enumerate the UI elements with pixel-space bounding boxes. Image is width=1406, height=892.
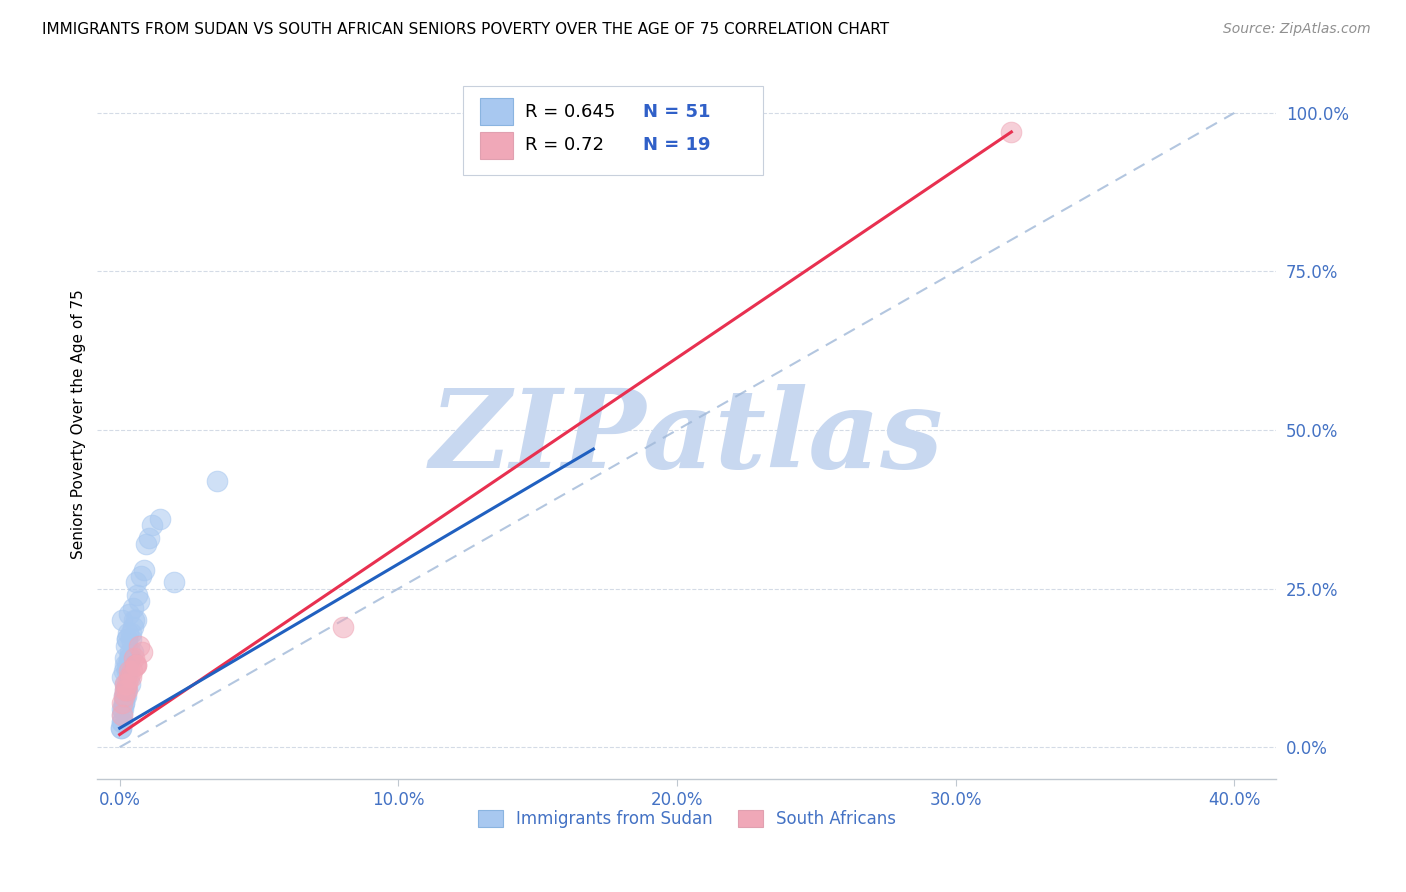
Point bbox=[120, 677, 142, 691]
Point bbox=[121, 664, 143, 678]
Point bbox=[110, 721, 132, 735]
Point bbox=[117, 657, 139, 672]
Point bbox=[122, 645, 145, 659]
Legend: Immigrants from Sudan, South Africans: Immigrants from Sudan, South Africans bbox=[471, 803, 903, 835]
Point bbox=[111, 613, 134, 627]
Point bbox=[122, 613, 145, 627]
Point bbox=[120, 645, 142, 659]
Bar bbox=[481, 98, 513, 126]
Y-axis label: Seniors Poverty Over the Age of 75: Seniors Poverty Over the Age of 75 bbox=[72, 289, 86, 558]
Point bbox=[111, 708, 134, 723]
Point bbox=[114, 651, 136, 665]
Text: N = 19: N = 19 bbox=[643, 136, 710, 154]
Text: IMMIGRANTS FROM SUDAN VS SOUTH AFRICAN SENIORS POVERTY OVER THE AGE OF 75 CORREL: IMMIGRANTS FROM SUDAN VS SOUTH AFRICAN S… bbox=[42, 22, 890, 37]
Point bbox=[125, 588, 148, 602]
Point bbox=[205, 474, 228, 488]
Point bbox=[134, 563, 156, 577]
Point bbox=[120, 632, 142, 647]
Point bbox=[122, 620, 145, 634]
Text: N = 51: N = 51 bbox=[643, 103, 710, 120]
Point bbox=[141, 518, 163, 533]
Text: R = 0.72: R = 0.72 bbox=[526, 136, 605, 154]
Point bbox=[111, 702, 134, 716]
Point bbox=[115, 639, 138, 653]
Point bbox=[114, 677, 136, 691]
Point bbox=[117, 632, 139, 647]
Text: Source: ZipAtlas.com: Source: ZipAtlas.com bbox=[1223, 22, 1371, 37]
Point bbox=[112, 696, 135, 710]
Point bbox=[111, 702, 134, 716]
Point bbox=[117, 677, 139, 691]
Point bbox=[118, 607, 141, 621]
Point bbox=[122, 600, 145, 615]
Text: ZIPatlas: ZIPatlas bbox=[430, 384, 943, 491]
Point bbox=[120, 651, 142, 665]
Bar bbox=[481, 132, 513, 159]
Point bbox=[125, 613, 148, 627]
Point bbox=[112, 696, 135, 710]
Point bbox=[112, 690, 135, 704]
Point bbox=[128, 594, 150, 608]
Point bbox=[114, 657, 136, 672]
Point bbox=[118, 651, 141, 665]
Point bbox=[120, 670, 142, 684]
Point bbox=[114, 677, 136, 691]
Point bbox=[149, 512, 172, 526]
Point bbox=[125, 657, 148, 672]
Point bbox=[114, 690, 136, 704]
Point bbox=[128, 639, 150, 653]
Point bbox=[163, 575, 186, 590]
Point bbox=[118, 670, 141, 684]
Point bbox=[120, 626, 142, 640]
Point bbox=[125, 575, 148, 590]
Point bbox=[117, 651, 139, 665]
Point bbox=[114, 683, 136, 698]
Point bbox=[138, 531, 160, 545]
Point bbox=[111, 670, 134, 684]
Point bbox=[114, 690, 136, 704]
Point bbox=[332, 620, 354, 634]
Point bbox=[117, 626, 139, 640]
Point bbox=[122, 651, 145, 665]
Point bbox=[111, 714, 134, 729]
Point bbox=[118, 664, 141, 678]
Point bbox=[131, 645, 153, 659]
Point bbox=[114, 683, 136, 698]
Point bbox=[111, 714, 134, 729]
Point bbox=[117, 632, 139, 647]
Point bbox=[125, 657, 148, 672]
FancyBboxPatch shape bbox=[463, 87, 763, 175]
Point bbox=[111, 696, 134, 710]
Point bbox=[131, 569, 153, 583]
Point bbox=[114, 683, 136, 698]
Point bbox=[112, 664, 135, 678]
Point bbox=[1000, 125, 1022, 139]
Text: R = 0.645: R = 0.645 bbox=[526, 103, 616, 120]
Point bbox=[112, 690, 135, 704]
Point bbox=[117, 664, 139, 678]
Point bbox=[114, 683, 136, 698]
Point bbox=[124, 657, 146, 672]
Point bbox=[115, 683, 138, 698]
Point bbox=[135, 537, 157, 551]
Point bbox=[110, 721, 132, 735]
Point bbox=[111, 708, 134, 723]
